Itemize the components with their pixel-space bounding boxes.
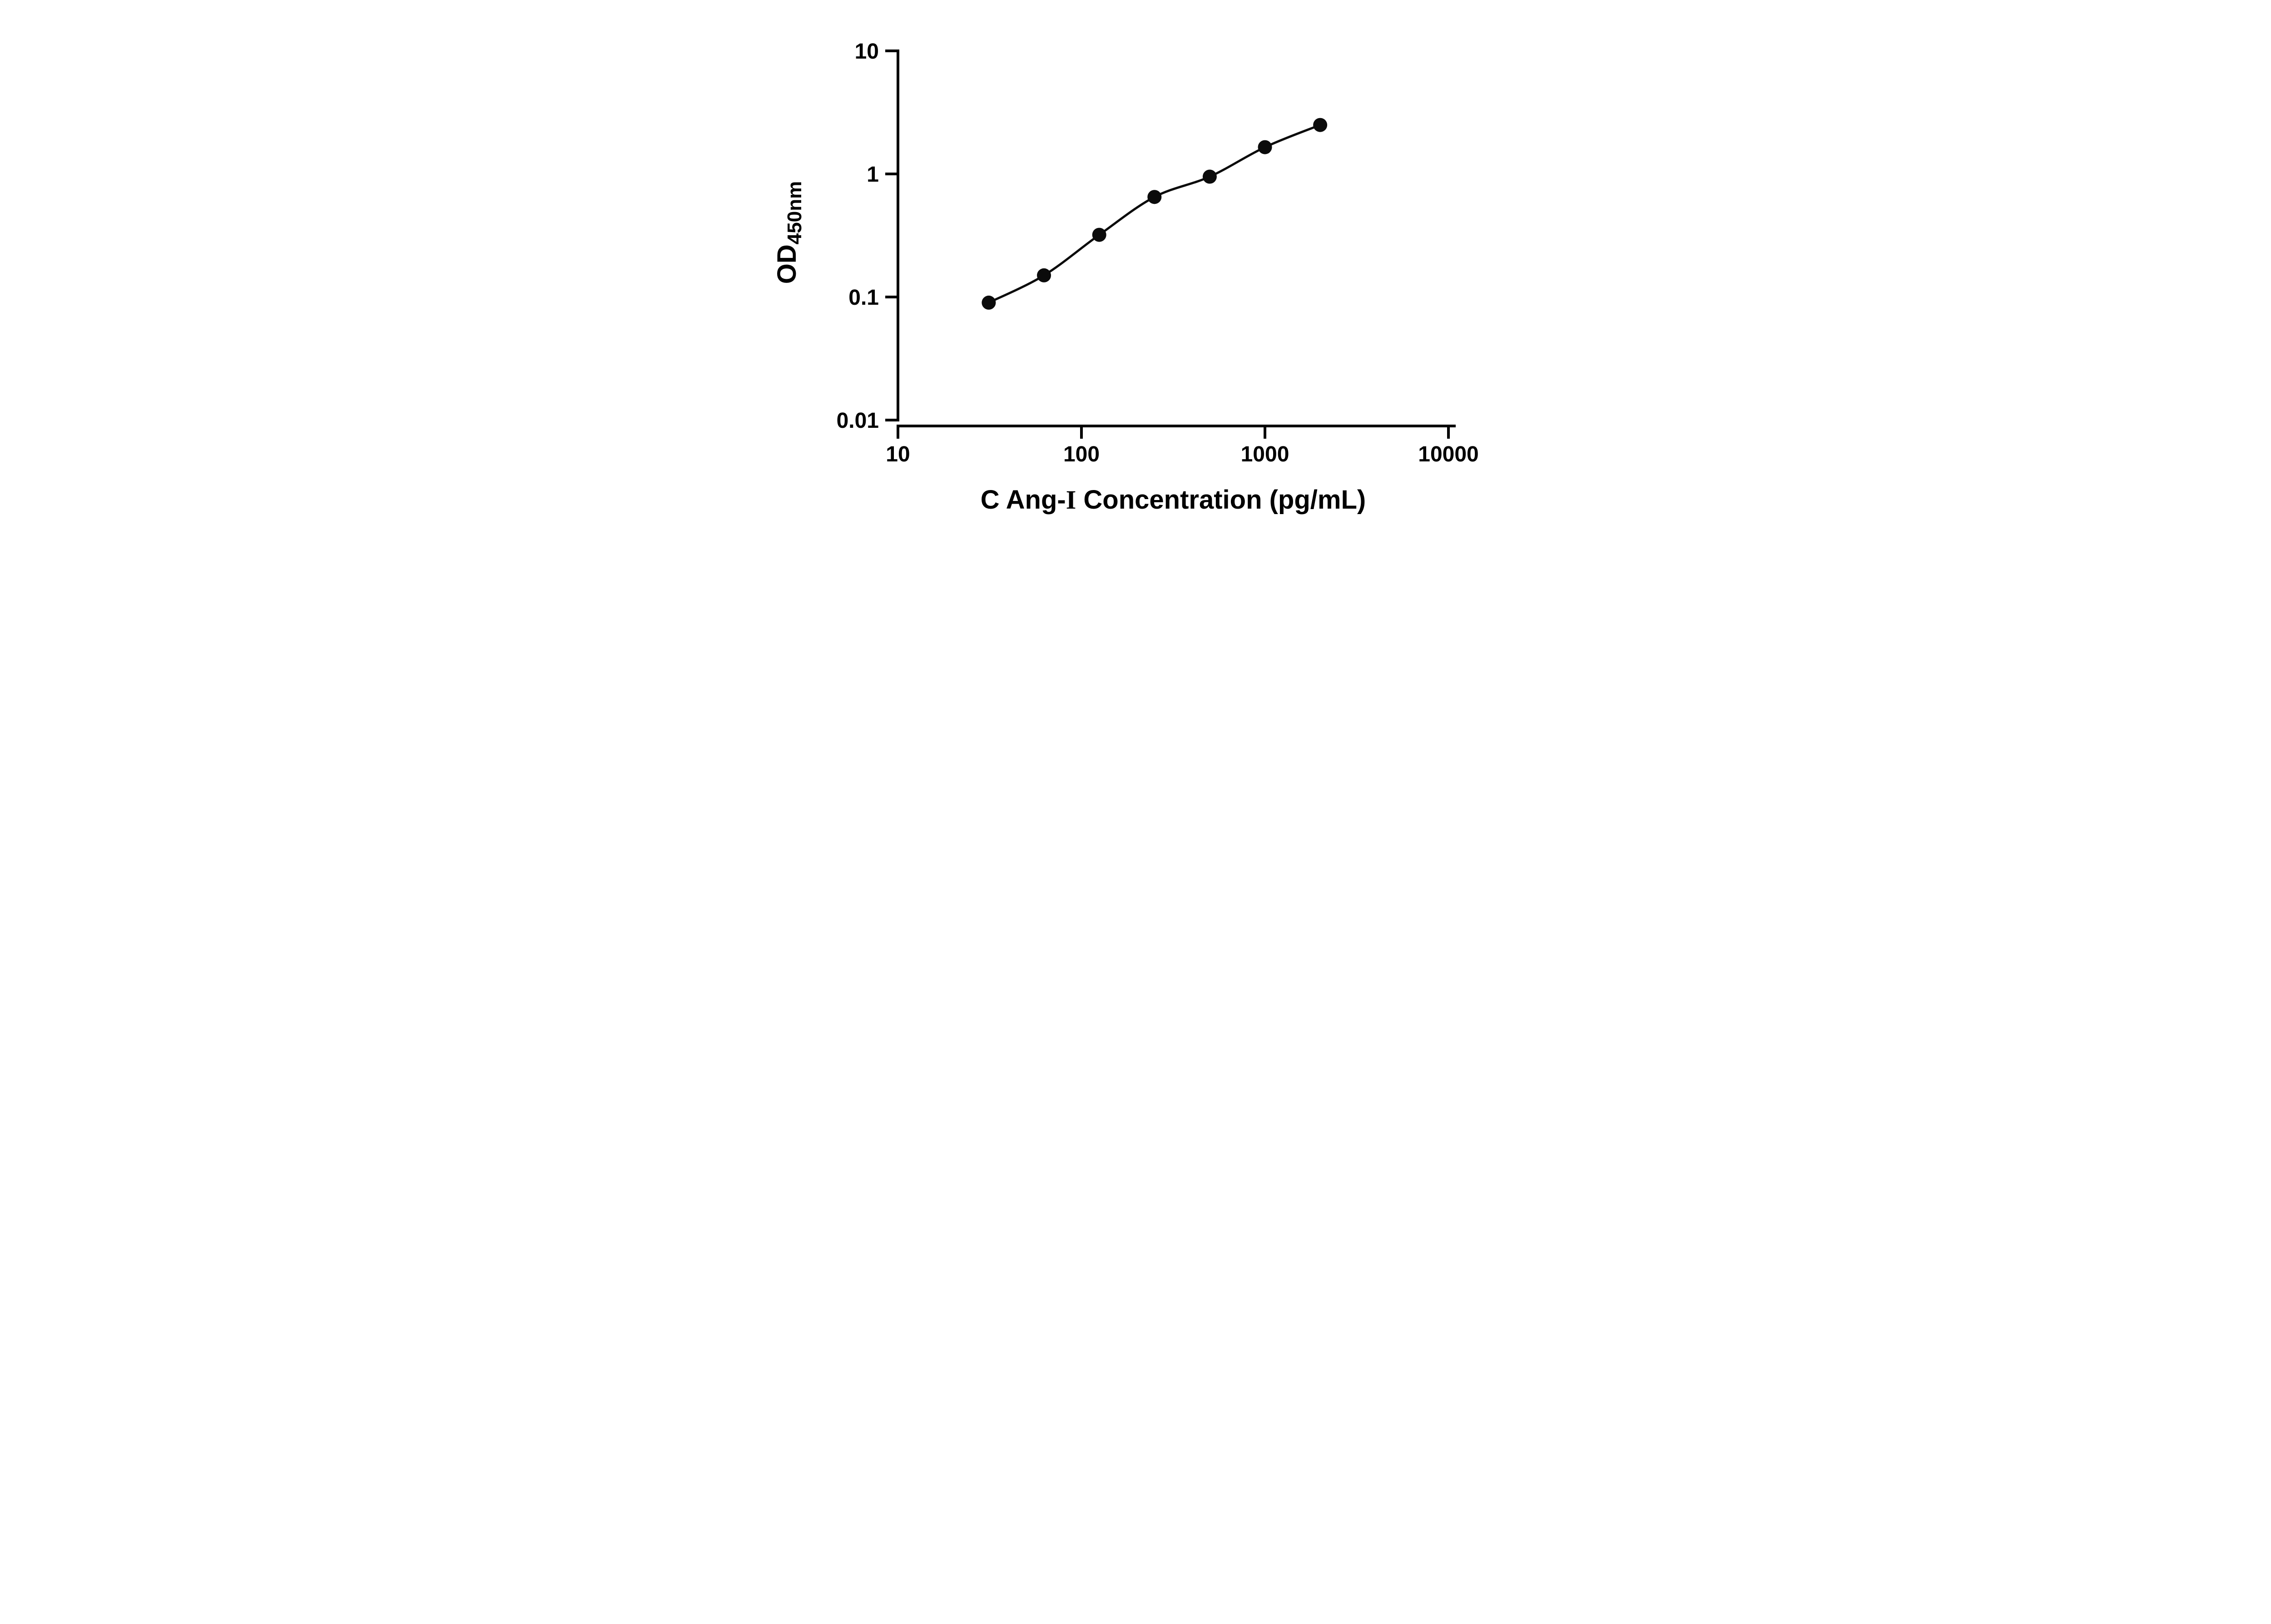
- y-tick-label: 10: [855, 40, 879, 64]
- x-axis-title-suffix: Concentration (pg/mL): [1076, 485, 1366, 515]
- x-tick-label: 100: [1063, 442, 1100, 466]
- chart-canvas: 10 1 0.1 0.01 10 100 1000 10000 C Ang-I Concent…: [772, 40, 1479, 515]
- y-axis-title-subscript: 450nm: [783, 181, 806, 244]
- data-point: [1147, 190, 1162, 204]
- elisa-standard-curve-chart: 10 1 0.1 0.01 10 100 1000 10000 C Ang-I Concent…: [747, 0, 1524, 541]
- x-axis-title-prefix: C Ang-: [981, 485, 1066, 515]
- data-point: [982, 295, 996, 310]
- y-tick-label: 0.1: [848, 286, 879, 310]
- x-tick-label: 1000: [1241, 442, 1289, 466]
- x-tick-label: 10000: [1418, 442, 1478, 466]
- x-tick-label: 10: [886, 442, 910, 466]
- x-axis-title: C Ang-I Concentration (pg/mL): [981, 485, 1366, 515]
- data-point: [1092, 228, 1106, 242]
- y-axis-title-main: OD: [772, 244, 802, 284]
- axes: 10 1 0.1 0.01 10 100 1000 10000: [837, 40, 1479, 466]
- y-tick-label: 0.01: [837, 409, 879, 433]
- data-point: [1258, 140, 1272, 154]
- data-point: [1037, 268, 1051, 282]
- x-axis-title-roman-numeral: I: [1066, 485, 1076, 515]
- data-series: [982, 118, 1328, 310]
- data-point: [1202, 169, 1217, 184]
- data-point: [1313, 118, 1328, 132]
- y-axis-title: OD450nm: [772, 181, 806, 284]
- y-tick-label: 1: [867, 163, 879, 187]
